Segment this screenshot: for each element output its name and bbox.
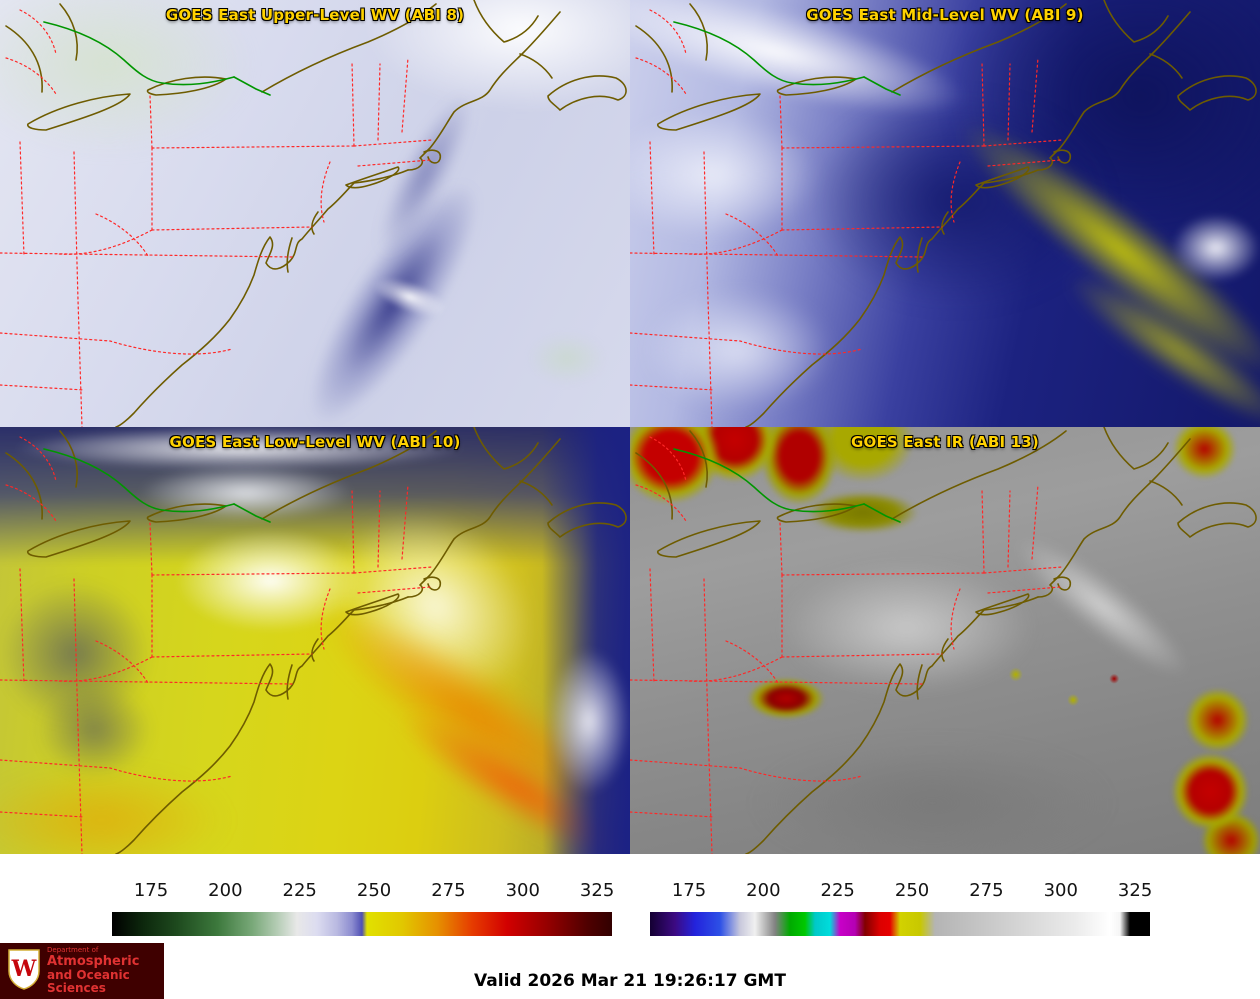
ir-imagery (630, 427, 1260, 854)
cloud-area (630, 111, 819, 240)
panel-title: GOES East Upper-Level WV (ABI 8) (165, 6, 465, 24)
colorbar-tick-label: 200 (746, 880, 781, 901)
logo-name-line1: Atmospheric (47, 953, 140, 969)
wv-colorbar-ticks: 175 200 225 250 275 300 325 (112, 880, 615, 906)
panel-low-level-wv: GOES East Low-Level WV (ABI 10) (0, 427, 630, 854)
panel-upper-level-wv: GOES East Upper-Level WV (ABI 8) (0, 0, 630, 427)
uw-aos-logo: W Department of Atmospheric and Oceanic … (0, 943, 164, 999)
southern-warm-tint (0, 768, 227, 854)
valid-timestamp: Valid 2026 Mar 21 19:26:17 GMT (474, 971, 786, 991)
wv-colorbar: 175 200 225 250 275 300 325 (112, 880, 615, 936)
panel-ir: GOES East IR (ABI 13) (630, 427, 1260, 854)
colorbar-tick-label: 325 (579, 880, 615, 901)
uw-crest-icon: W (7, 948, 41, 994)
colorbar-tick-label: 275 (969, 880, 1004, 901)
small-cells (982, 649, 1147, 735)
cold-tops-olive (793, 486, 933, 538)
low-cloud-area (642, 290, 832, 410)
panel-title: GOES East IR (ABI 13) (850, 433, 1039, 451)
colorbar-tick-label: 175 (133, 880, 169, 901)
legend-strip: 175 200 225 250 275 300 325 175 200 225 250 275 300… (0, 854, 1260, 999)
cloud-blob (1171, 213, 1260, 282)
storm-cluster-se (1134, 674, 1260, 854)
wv-colorbar-gradient (112, 912, 612, 936)
colorbar-tick-label: 300 (505, 880, 540, 901)
ir-colorbar: 175 200 225 250 275 300 325 (650, 880, 1153, 936)
colorbar-tick-label: 225 (282, 880, 317, 901)
low-level-wv-imagery (0, 427, 630, 854)
moist-blob (529, 333, 605, 385)
colorbar-tick-label: 250 (356, 880, 392, 901)
dry-mottling-2 (37, 683, 152, 778)
logo-name-line2: and Oceanic Sciences (47, 967, 130, 995)
panel-mid-level-wv: GOES East Mid-Level WV (ABI 9) (630, 0, 1260, 427)
colorbar-tick-label: 225 (820, 880, 855, 901)
svg-text:W: W (11, 956, 37, 982)
colorbar-tick-label: 175 (671, 880, 707, 901)
panel-title: GOES East Mid-Level WV (ABI 9) (806, 6, 1084, 24)
colorbar-tick-label: 300 (1043, 880, 1078, 901)
satellite-panels: GOES East Upper-Level WV (ABI 8) (0, 0, 1260, 854)
ocean-gray (756, 742, 1109, 854)
panel-title: GOES East Low-Level WV (ABI 10) (169, 433, 461, 451)
ir-colorbar-gradient (650, 912, 1150, 936)
cloud-patch (138, 465, 353, 521)
colorbar-tick-label: 250 (894, 880, 930, 901)
logo-department-label: Department of (47, 945, 99, 954)
colorbar-tick-label: 325 (1117, 880, 1153, 901)
mid-level-wv-imagery (630, 0, 1260, 427)
offshore-clouds (548, 649, 630, 795)
upper-level-wv-imagery (0, 0, 630, 427)
colorbar-tick-label: 200 (208, 880, 243, 901)
colorbar-tick-label: 275 (431, 880, 466, 901)
logo-text: Department of Atmospheric and Oceanic Sc… (47, 945, 157, 995)
ir-colorbar-ticks: 175 200 225 250 275 300 325 (650, 880, 1153, 906)
